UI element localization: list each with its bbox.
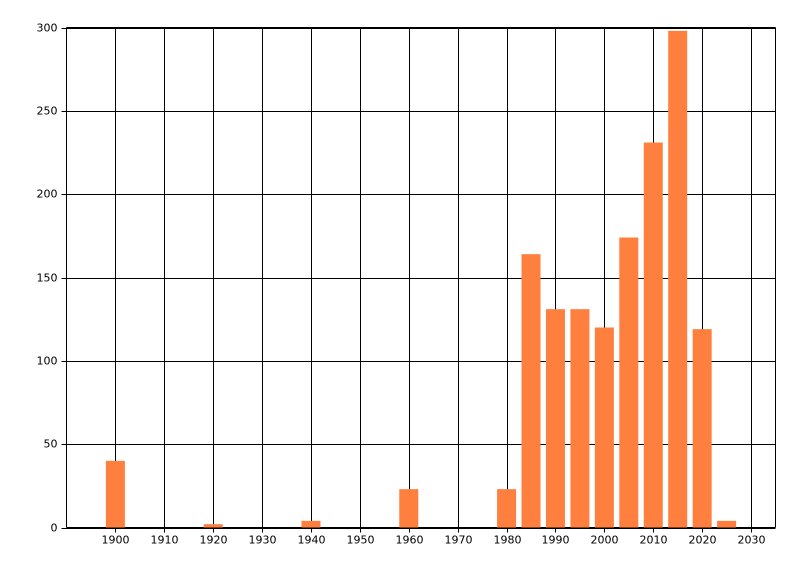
bar <box>105 460 125 528</box>
x-tick-label: 2010 <box>640 534 668 547</box>
x-tick-label: 1960 <box>396 534 424 547</box>
x-tick-label: 1900 <box>102 534 130 547</box>
y-tick-label: 0 <box>51 522 58 535</box>
y-tick-label: 200 <box>37 188 58 201</box>
bar <box>399 489 419 528</box>
x-tick-label: 2020 <box>689 534 717 547</box>
bar <box>521 254 541 528</box>
x-tick-label: 2030 <box>738 534 766 547</box>
y-tick-label: 250 <box>37 105 58 118</box>
x-tick-label: 1910 <box>151 534 179 547</box>
bar <box>668 30 688 528</box>
y-tick-label: 150 <box>37 272 58 285</box>
x-tick-label: 1930 <box>249 534 277 547</box>
y-tick-label: 100 <box>37 355 58 368</box>
bar <box>570 309 590 528</box>
x-tick-label: 1940 <box>298 534 326 547</box>
x-tick-label: 2000 <box>591 534 619 547</box>
bar <box>717 520 737 528</box>
x-tick-label: 1990 <box>542 534 570 547</box>
x-tick-label: 1950 <box>347 534 375 547</box>
y-tick-label: 300 <box>37 22 58 35</box>
bar <box>545 309 565 528</box>
x-tick-label: 1980 <box>494 534 522 547</box>
bar <box>497 489 517 528</box>
bar <box>203 524 223 528</box>
x-tick-label: 1920 <box>200 534 228 547</box>
x-tick-label: 1970 <box>445 534 473 547</box>
bar <box>301 520 321 528</box>
bar <box>594 327 614 528</box>
bar <box>619 237 639 528</box>
y-tick-label: 50 <box>44 438 58 451</box>
bar <box>692 329 712 528</box>
bar <box>643 142 663 528</box>
